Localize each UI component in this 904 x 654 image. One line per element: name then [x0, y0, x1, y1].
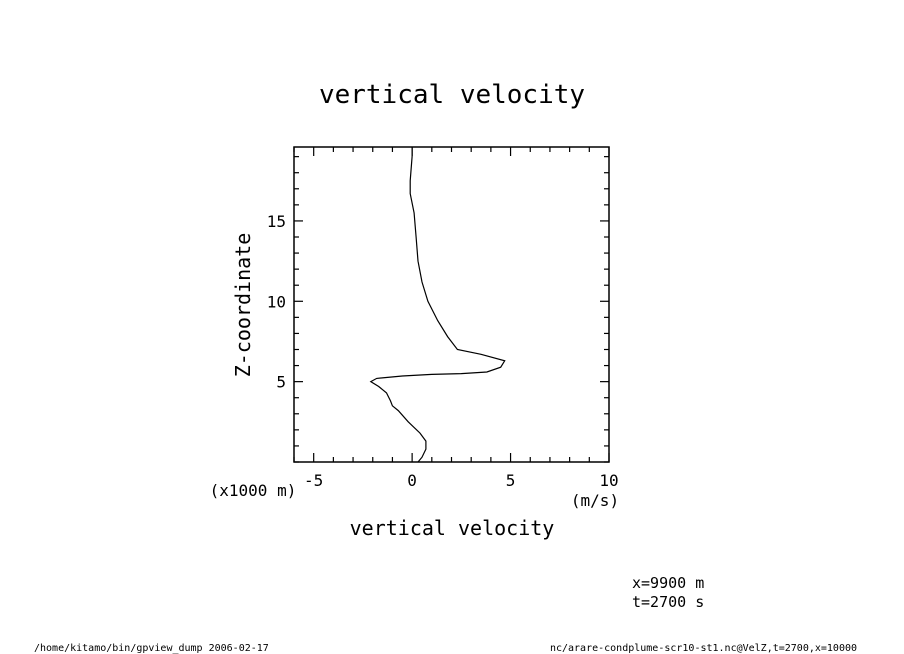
x-axis-unit: (m/s): [571, 491, 619, 510]
footer-left: /home/kitamo/bin/gpview_dump 2006-02-17: [34, 643, 269, 654]
x-tick-label: -5: [304, 471, 323, 490]
plot-frame: [293, 146, 610, 463]
x-tick-label: 10: [599, 471, 618, 490]
y-axis-label: Z-coordinate: [231, 233, 255, 378]
x-tick-label: 0: [407, 471, 417, 490]
axis-tick-labels: -5 0 5 10 5 10 15: [267, 212, 619, 490]
footer-right: nc/arare-condplume-scr10-st1.nc@VelZ,t=2…: [550, 643, 857, 654]
axis-ticks: [293, 147, 610, 463]
time-note: t=2700 s: [632, 593, 704, 611]
x-axis-label: vertical velocity: [350, 516, 555, 540]
x-position-note: x=9900 m: [632, 574, 704, 592]
series-line: [369, 147, 506, 463]
y-tick-label: 5: [276, 373, 286, 392]
y-tick-label: 15: [267, 212, 286, 231]
y-axis-unit: (x1000 m): [210, 481, 297, 500]
y-tick-label: 10: [267, 292, 286, 311]
chart-title: vertical velocity: [319, 80, 585, 110]
x-tick-label: 5: [506, 471, 516, 490]
